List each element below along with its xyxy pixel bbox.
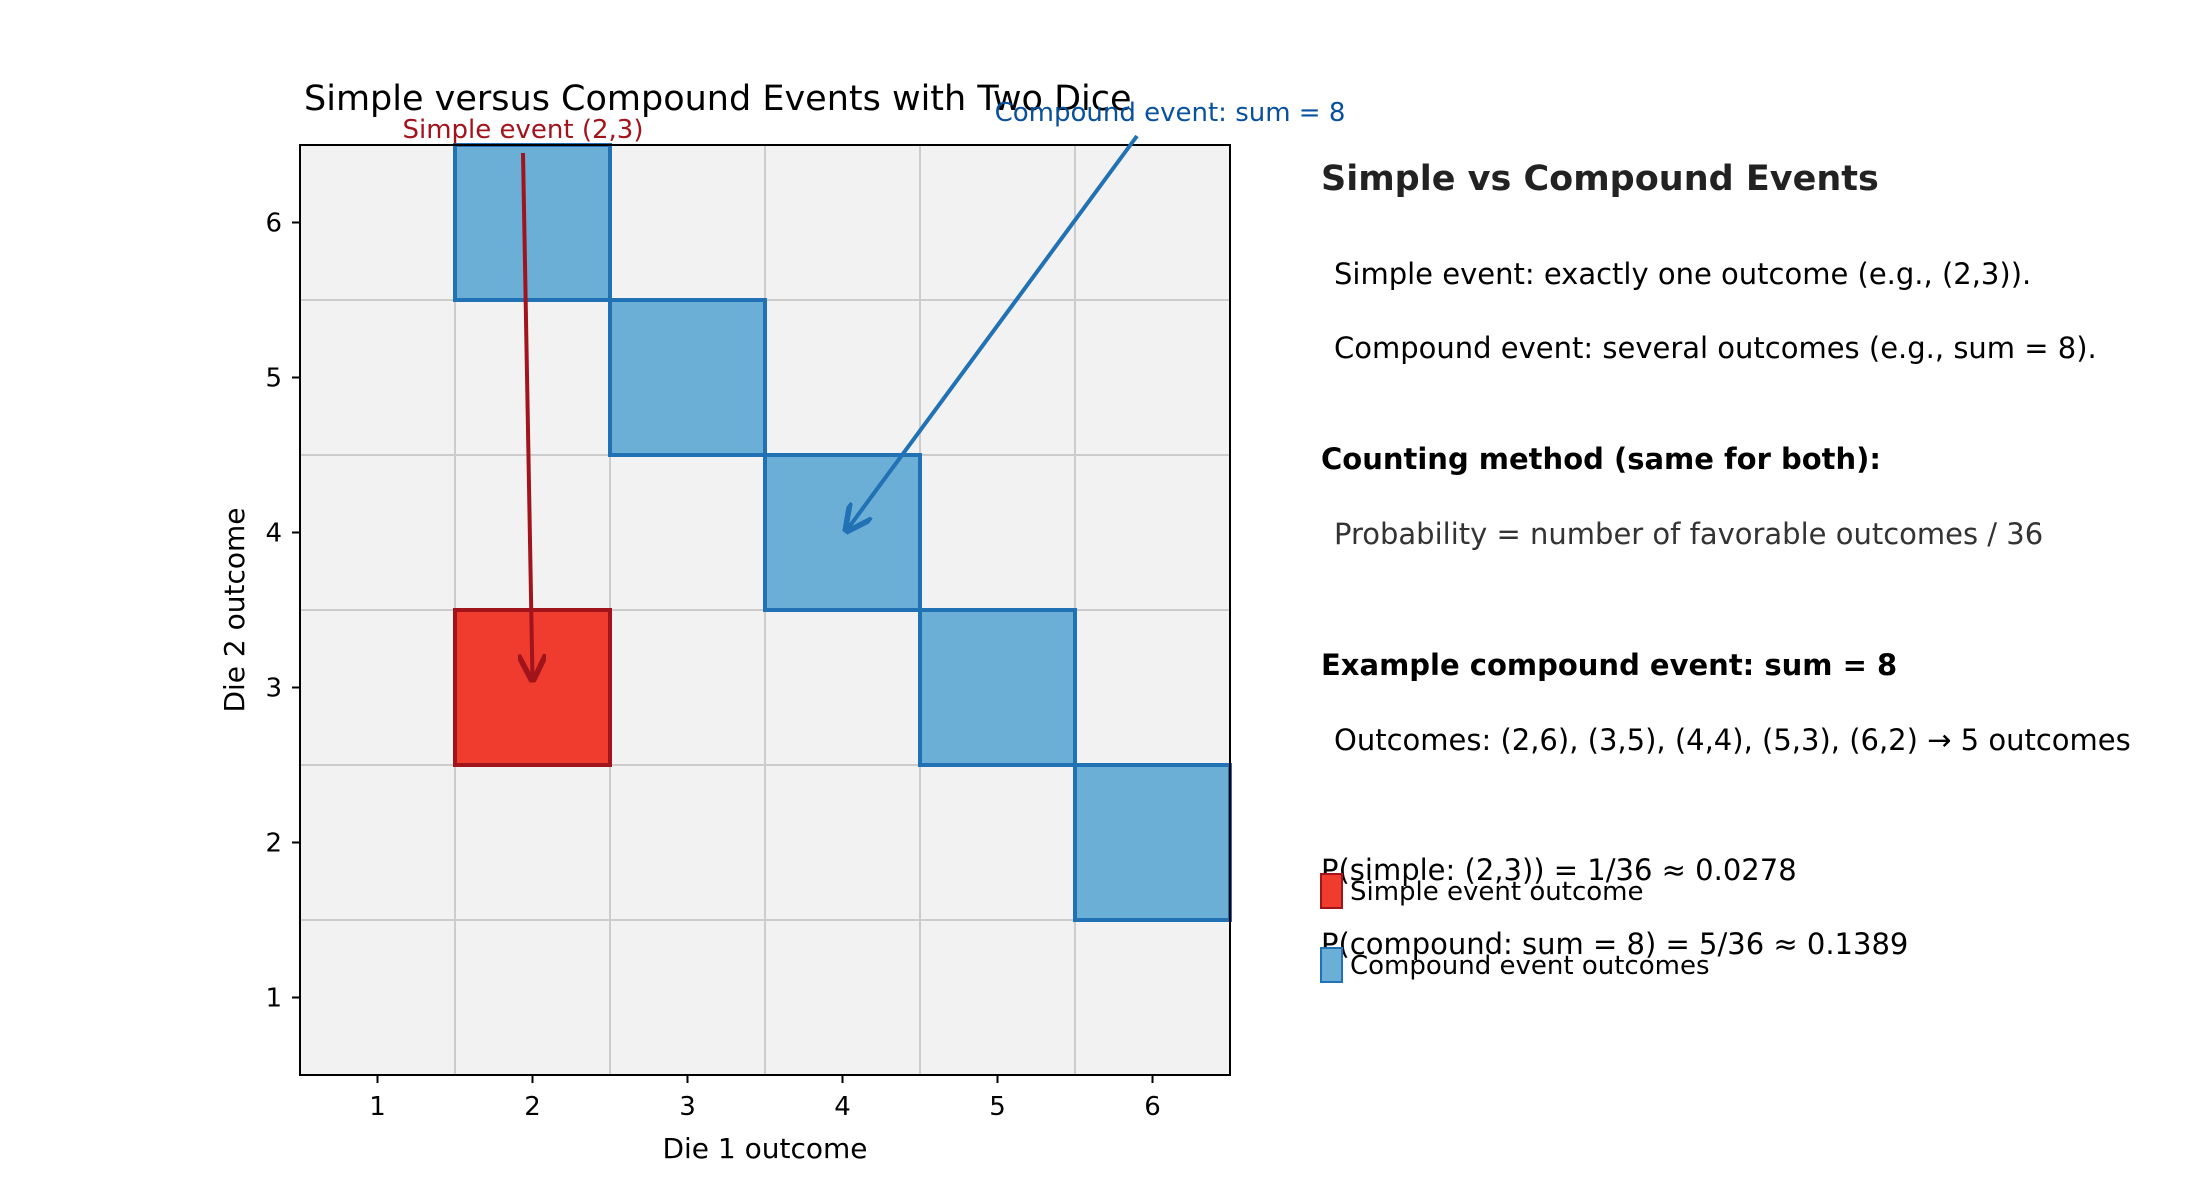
- y-tick-label: 5: [265, 364, 282, 394]
- compound-event-cell: [763, 453, 922, 612]
- p-simple: P(simple: (2,3)) = 1/36 ≈ 0.0278: [1321, 853, 1797, 887]
- y-axis-label: Die 2 outcome: [218, 507, 251, 712]
- annotation-simple-arrow: [523, 152, 533, 680]
- simple-definition: Simple event: exactly one outcome (e.g.,…: [1334, 257, 2031, 291]
- chart-title: Simple versus Compound Events with Two D…: [304, 79, 1132, 119]
- y-tick-label: 1: [265, 984, 282, 1014]
- legend-simple-swatch: [1320, 873, 1343, 909]
- compound-event-cell: [608, 298, 767, 457]
- x-tick-label: 5: [989, 1092, 1006, 1122]
- p-compound: P(compound: sum = 8) = 5/36 ≈ 0.1389: [1321, 927, 1908, 961]
- legend: Simple event outcome Compound event outc…: [1320, 873, 1710, 983]
- counting-heading: Counting method (same for both):: [1321, 442, 1881, 476]
- plot-frame: [299, 144, 1231, 1076]
- legend-simple-label: Simple event outcome: [1350, 877, 1643, 907]
- example-outcomes: Outcomes: (2,6), (3,5), (4,4), (5,3), (6…: [1334, 723, 2131, 757]
- annotation-compound-arrow: [847, 134, 1139, 531]
- x-tick-label: 2: [524, 1092, 541, 1122]
- legend-compound-swatch: [1320, 947, 1343, 983]
- y-tick-label: 2: [265, 829, 282, 859]
- legend-compound-label: Compound event outcomes: [1350, 951, 1710, 981]
- y-tick-label: 6: [265, 209, 282, 239]
- axis-ticks: 1 2 3 4 5 6 1 2 3 4 5 6: [265, 209, 1160, 1123]
- info-panel: Simple vs Compound Events Simple event: …: [1321, 159, 2131, 961]
- counting-formula: Probability = number of favorable outcom…: [1334, 517, 2043, 551]
- x-tick-label: 3: [679, 1092, 696, 1122]
- compound-event-cell: [453, 143, 612, 302]
- example-heading: Example compound event: sum = 8: [1321, 648, 1897, 682]
- x-tick-label: 4: [834, 1092, 851, 1122]
- x-axis-label: Die 1 outcome: [662, 1132, 867, 1165]
- annotation-compound-label: Compound event: sum = 8: [995, 98, 1346, 128]
- x-tick-label: 6: [1144, 1092, 1161, 1122]
- y-tick-label: 3: [265, 674, 282, 704]
- compound-event-cell: [918, 608, 1077, 767]
- panel-heading: Simple vs Compound Events: [1321, 159, 1879, 199]
- compound-definition: Compound event: several outcomes (e.g., …: [1334, 331, 2097, 365]
- y-tick-label: 4: [265, 519, 282, 549]
- annotations: Simple event (2,3) Compound event: sum = …: [403, 98, 1346, 680]
- x-tick-label: 1: [369, 1092, 386, 1122]
- annotation-simple-label: Simple event (2,3): [403, 115, 644, 145]
- compound-event-cell: [1073, 763, 1232, 922]
